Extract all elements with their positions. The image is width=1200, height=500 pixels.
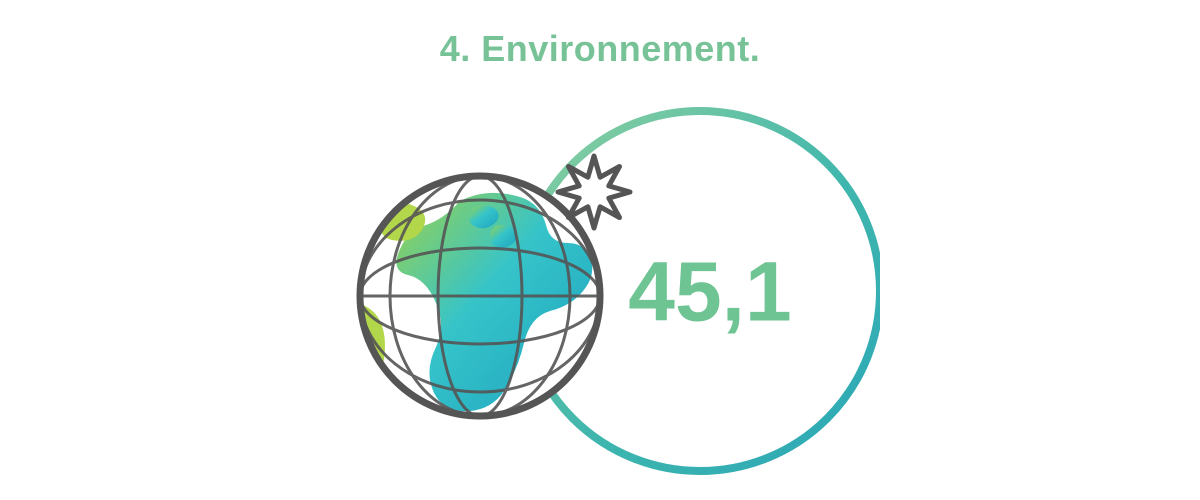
infographic-canvas: 4. Environnement. 45,1	[0, 0, 1200, 500]
metric-value: 45,1	[628, 244, 792, 338]
section-title: 4. Environnement.	[0, 28, 1200, 70]
environment-figure: 45,1	[320, 96, 880, 496]
sparkle-icon	[558, 156, 630, 228]
